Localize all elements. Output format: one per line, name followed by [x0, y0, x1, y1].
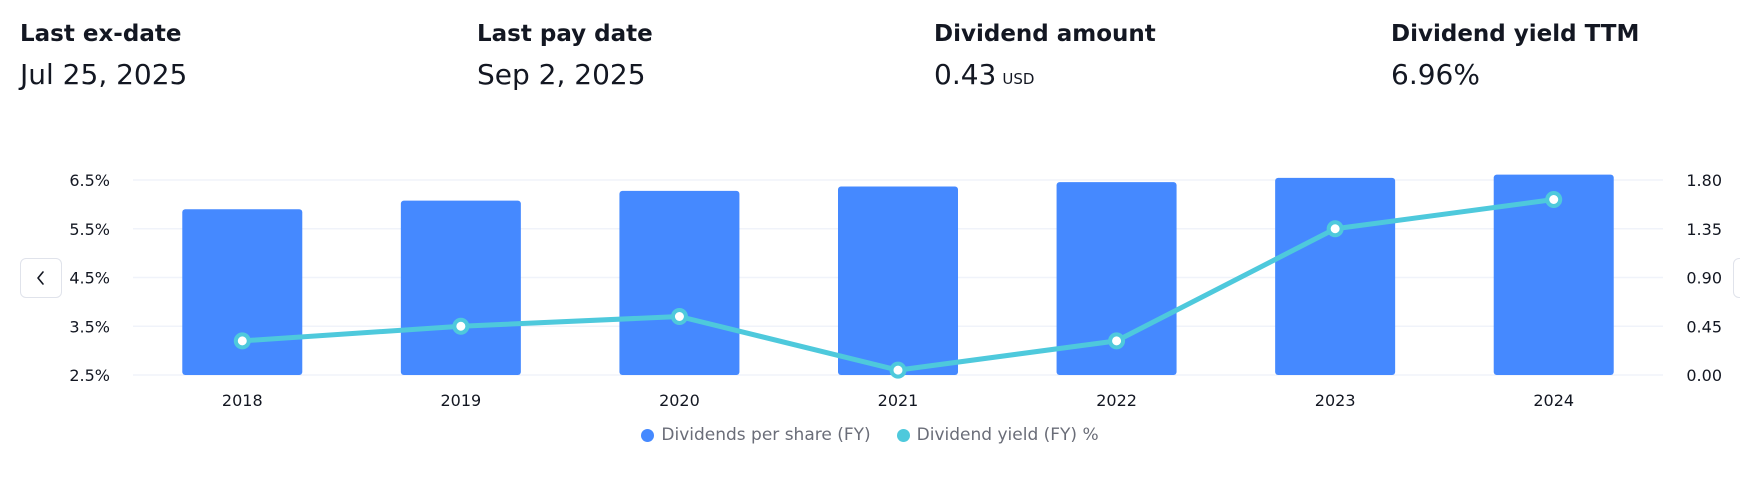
y-axis-right-tick-label: 0.45 [1686, 317, 1722, 336]
stat-value-text: Sep 2, 2025 [477, 58, 646, 91]
dividend-yield-point [1326, 220, 1344, 238]
legend-label: Dividends per share (FY) [661, 425, 871, 445]
stat-label: Last ex-date [20, 21, 182, 47]
y-axis-left-tick-label: 3.5% [69, 317, 110, 336]
dividend-yield-point [452, 317, 470, 335]
next-period-button[interactable] [1733, 258, 1740, 298]
dividend-yield-point [889, 361, 907, 379]
y-axis-left-tick-label: 5.5% [69, 220, 110, 239]
dividend-yield-point [1108, 332, 1126, 350]
x-axis-tick-label: 2022 [1096, 391, 1137, 410]
legend-swatch-line [896, 428, 910, 442]
y-axis-left-tick-label: 4.5% [69, 269, 110, 288]
x-axis-tick-label: 2023 [1315, 391, 1356, 410]
stat-label: Dividend amount [934, 21, 1156, 47]
y-axis-left-tick-label: 2.5% [69, 366, 110, 385]
chevron-left-icon [37, 271, 44, 285]
stat-last-ex-date: Last ex-date Jul 25, 2025 [20, 18, 187, 94]
stat-unit: USD [1002, 70, 1035, 88]
dividend-bar [400, 200, 521, 375]
stat-value: Jul 25, 2025 [20, 56, 187, 94]
x-axis-tick-label: 2024 [1533, 391, 1574, 410]
x-axis-tick-label: 2018 [222, 391, 263, 410]
stat-value-text: 6.96% [1391, 58, 1480, 91]
legend-item-dividends-per-share[interactable]: Dividends per share (FY) [641, 425, 871, 445]
dividend-yield-point [233, 332, 251, 350]
chart-legend: Dividends per share (FY) Dividend yield … [0, 425, 1740, 445]
stat-label: Dividend yield TTM [1391, 21, 1640, 47]
y-axis-right-tick-label: 1.80 [1686, 171, 1722, 190]
legend-swatch-bars [641, 428, 655, 442]
y-axis-right-tick-label: 1.35 [1686, 220, 1722, 239]
y-axis-right-tick-label: 0.00 [1686, 366, 1722, 385]
stat-value: 0.43 USD [934, 56, 1156, 98]
stat-last-pay-date: Last pay date Sep 2, 2025 [477, 18, 653, 94]
previous-period-button[interactable] [20, 258, 62, 298]
x-axis-tick-label: 2020 [659, 391, 700, 410]
dividend-bar [619, 190, 740, 375]
dividend-bar [838, 186, 958, 375]
y-axis-right-tick-label: 0.90 [1686, 269, 1722, 288]
stat-value-text: 0.43 [934, 58, 997, 91]
dividend-bar [182, 209, 303, 375]
dividend-stats: Last ex-date Jul 25, 2025 Last pay date … [20, 18, 1720, 98]
stat-value: 6.96% [1391, 56, 1639, 94]
stat-label: Last pay date [477, 21, 653, 47]
dividend-yield-point [670, 308, 688, 325]
dividend-bar [1275, 177, 1396, 375]
dividend-bar [1493, 174, 1614, 375]
dividend-yield-point [1545, 191, 1563, 208]
legend-label: Dividend yield (FY) % [916, 425, 1099, 445]
stat-dividend-amount: Dividend amount 0.43 USD [934, 18, 1156, 98]
stat-dividend-yield-ttm: Dividend yield TTM 6.96% [1391, 18, 1639, 94]
stat-value-text: Jul 25, 2025 [20, 58, 188, 91]
x-axis-tick-label: 2019 [440, 391, 481, 410]
stat-value: Sep 2, 2025 [477, 56, 653, 94]
x-axis-tick-label: 2021 [878, 391, 919, 410]
y-axis-left-tick-label: 6.5% [69, 171, 110, 190]
dividend-chart: 6.5% 1.80 5.5% 1.35 4.5% 0.90 3.5% 0.45 2.5% 0.00… [69, 171, 1722, 410]
legend-item-dividend-yield[interactable]: Dividend yield (FY) % [896, 425, 1099, 445]
